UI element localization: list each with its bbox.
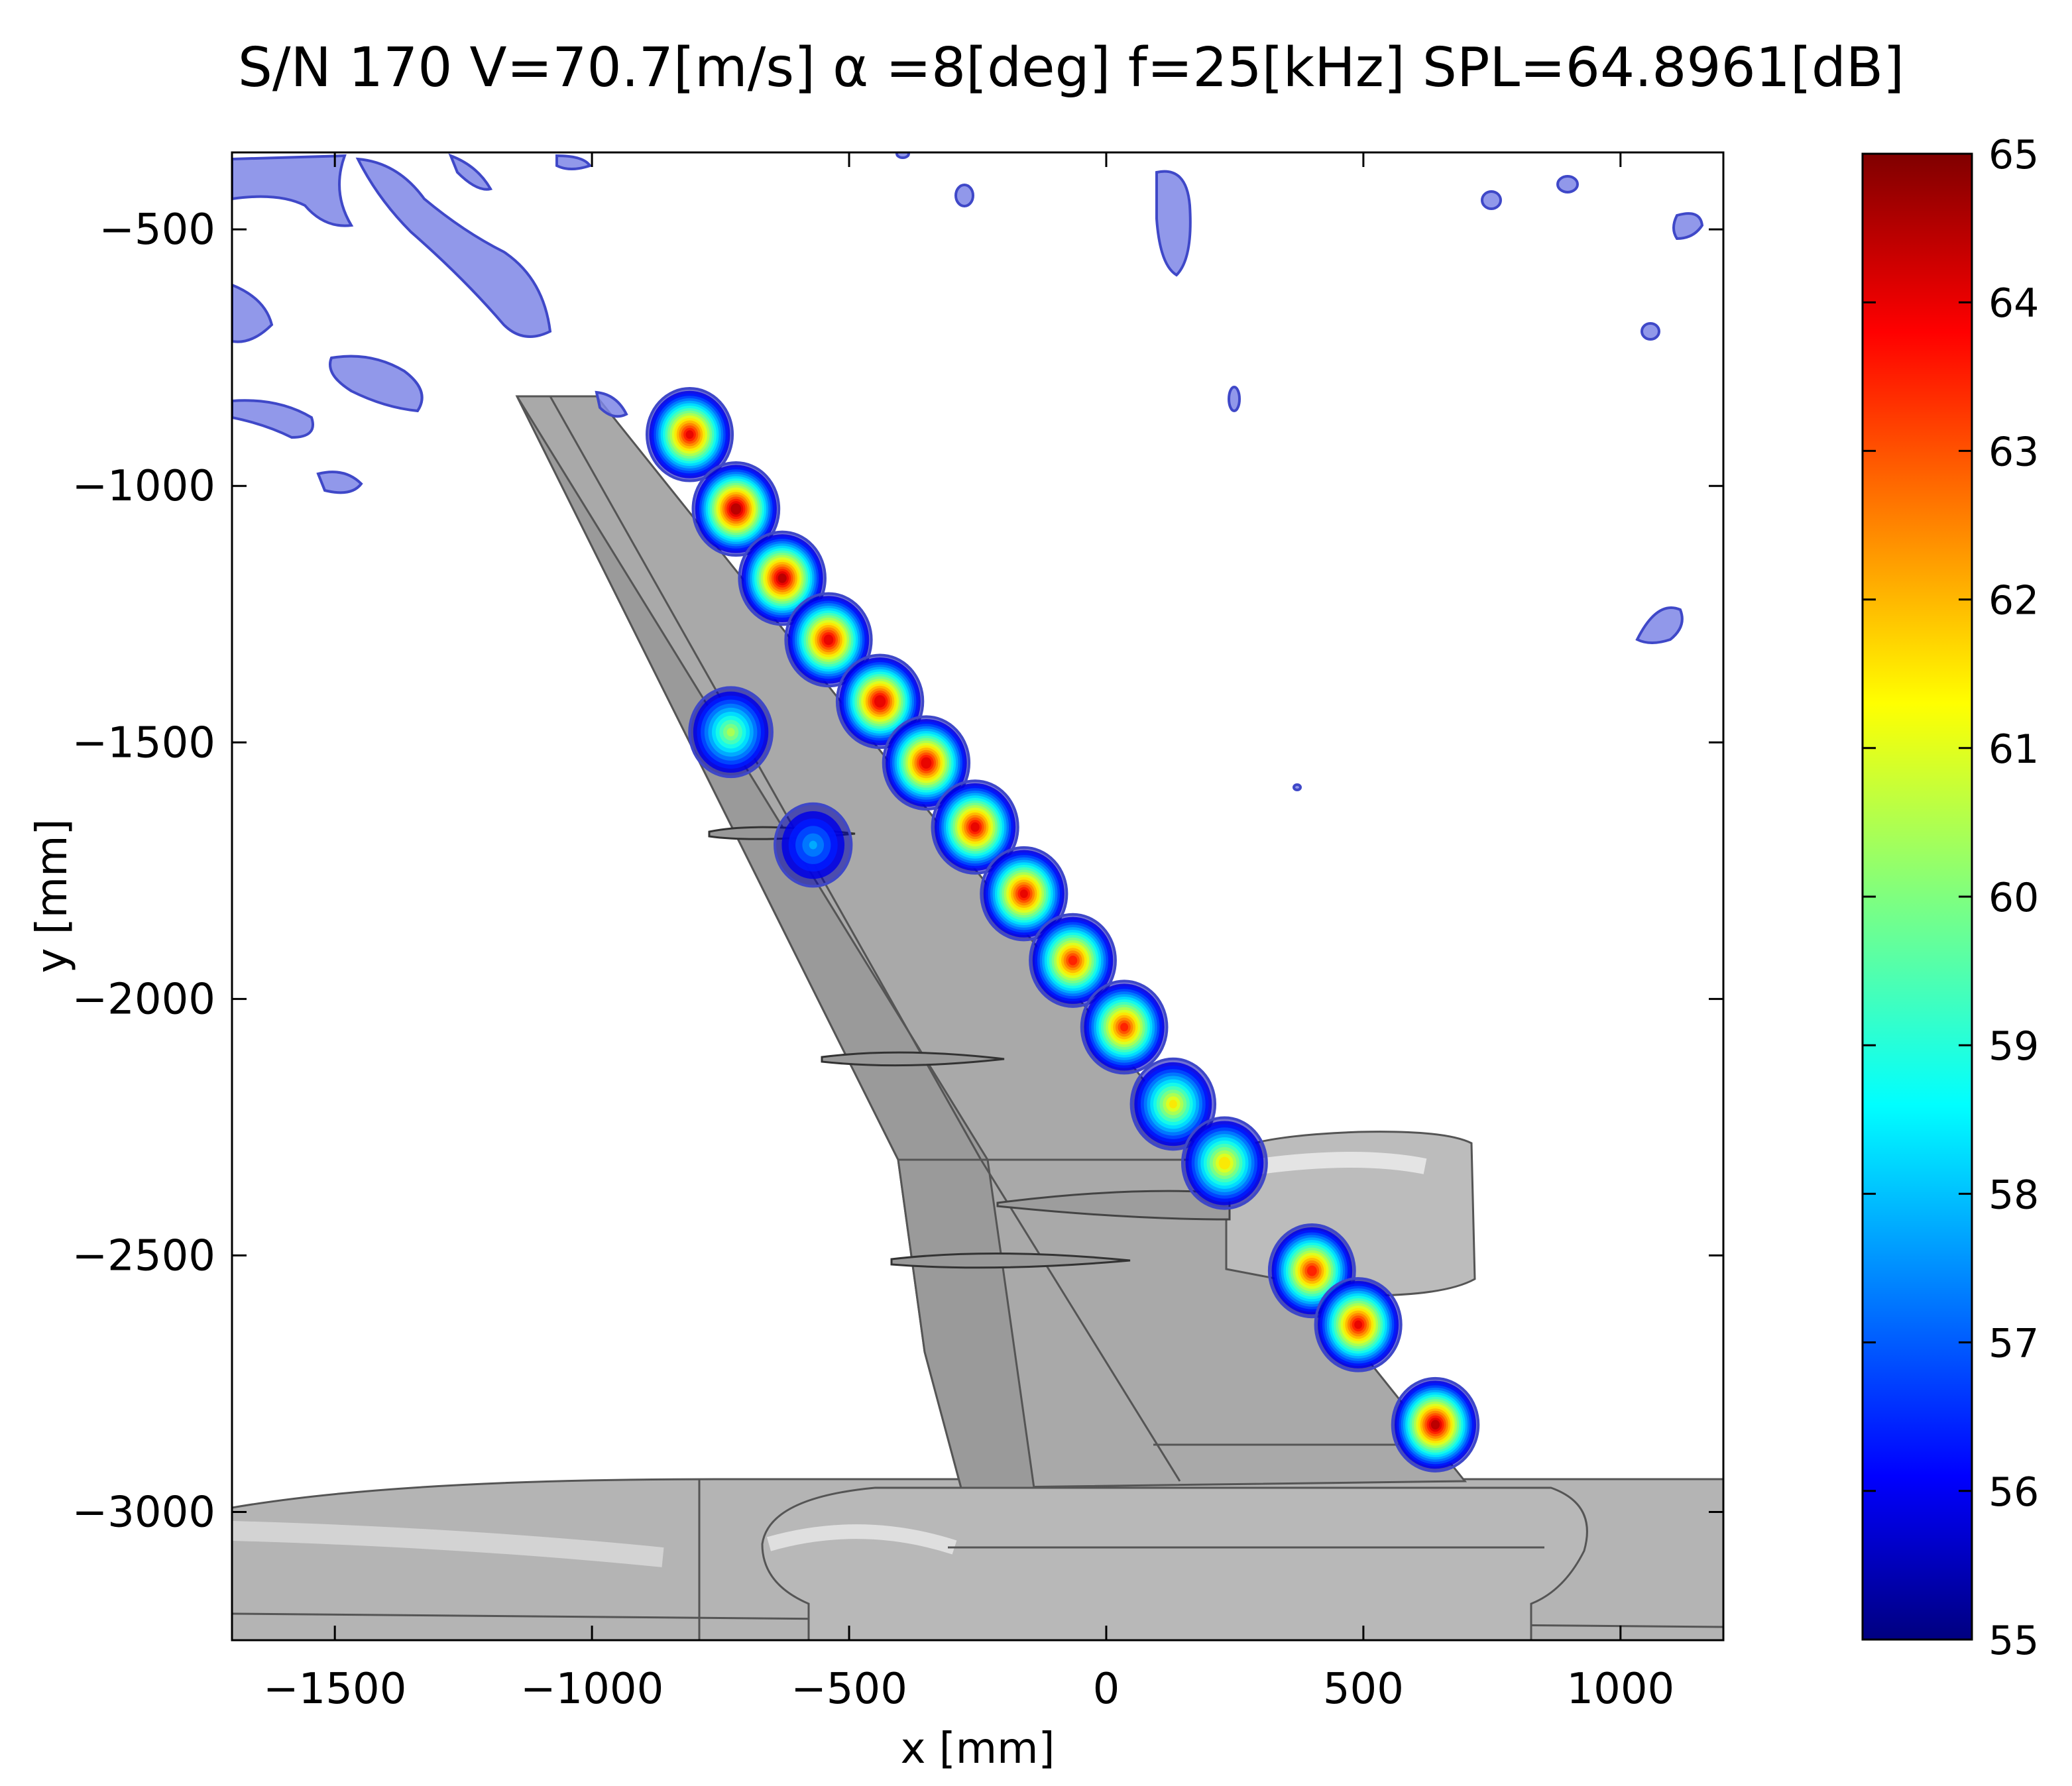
colorbar-tick-label: 64 xyxy=(1988,280,2039,327)
colorbar: 55 56 57 58 59 60 61 62 63 64 65 xyxy=(1863,132,2039,1664)
x-tick-label: −500 xyxy=(791,1665,907,1714)
noise-source-14 xyxy=(1316,1278,1401,1370)
x-tick-label: −1000 xyxy=(520,1665,664,1714)
x-tick-label: 0 xyxy=(1093,1665,1120,1714)
colorbar-tick-label: 62 xyxy=(1988,578,2039,624)
noise-source-15 xyxy=(1393,1378,1479,1471)
colorbar-tick-label: 58 xyxy=(1988,1172,2039,1218)
colorbar-tick-label: 63 xyxy=(1988,429,2039,475)
y-tick-label: −500 xyxy=(99,205,215,254)
noise-source-17 xyxy=(775,804,851,887)
noise-source-10 xyxy=(1082,981,1167,1073)
chart-title: S/N 170 V=70.7[m/s] α =8[deg] f=25[kHz] … xyxy=(238,36,1904,99)
y-tick-label: −3000 xyxy=(72,1488,216,1537)
y-tick-label: −1000 xyxy=(72,462,216,511)
colorbar-tick-label: 55 xyxy=(1988,1618,2039,1664)
x-tick-label: −1500 xyxy=(263,1665,407,1714)
colorbar-tick-label: 61 xyxy=(1988,726,2039,773)
plot-area xyxy=(232,150,1723,1640)
colorbar-gradient xyxy=(1863,154,1972,1640)
colorbar-tick-label: 56 xyxy=(1988,1469,2039,1516)
wing-fairing xyxy=(762,1488,1587,1640)
colorbar-tick-label: 57 xyxy=(1988,1321,2039,1367)
x-axis-label: x [mm] xyxy=(901,1724,1055,1773)
colorbar-tick-label: 59 xyxy=(1988,1023,2039,1070)
y-axis-label: y [mm] xyxy=(28,819,77,974)
noise-source-12 xyxy=(1182,1118,1267,1209)
y-tick-label: −1500 xyxy=(72,718,216,767)
colorbar-tick-label: 65 xyxy=(1988,132,2039,178)
x-tick-label: 1000 xyxy=(1566,1665,1674,1714)
colorbar-tick-label: 60 xyxy=(1988,875,2039,921)
noise-source-16 xyxy=(689,687,772,777)
x-tick-label: 500 xyxy=(1323,1665,1404,1714)
y-tick-label: −2500 xyxy=(72,1231,216,1280)
y-tick-label: −2000 xyxy=(72,975,216,1024)
